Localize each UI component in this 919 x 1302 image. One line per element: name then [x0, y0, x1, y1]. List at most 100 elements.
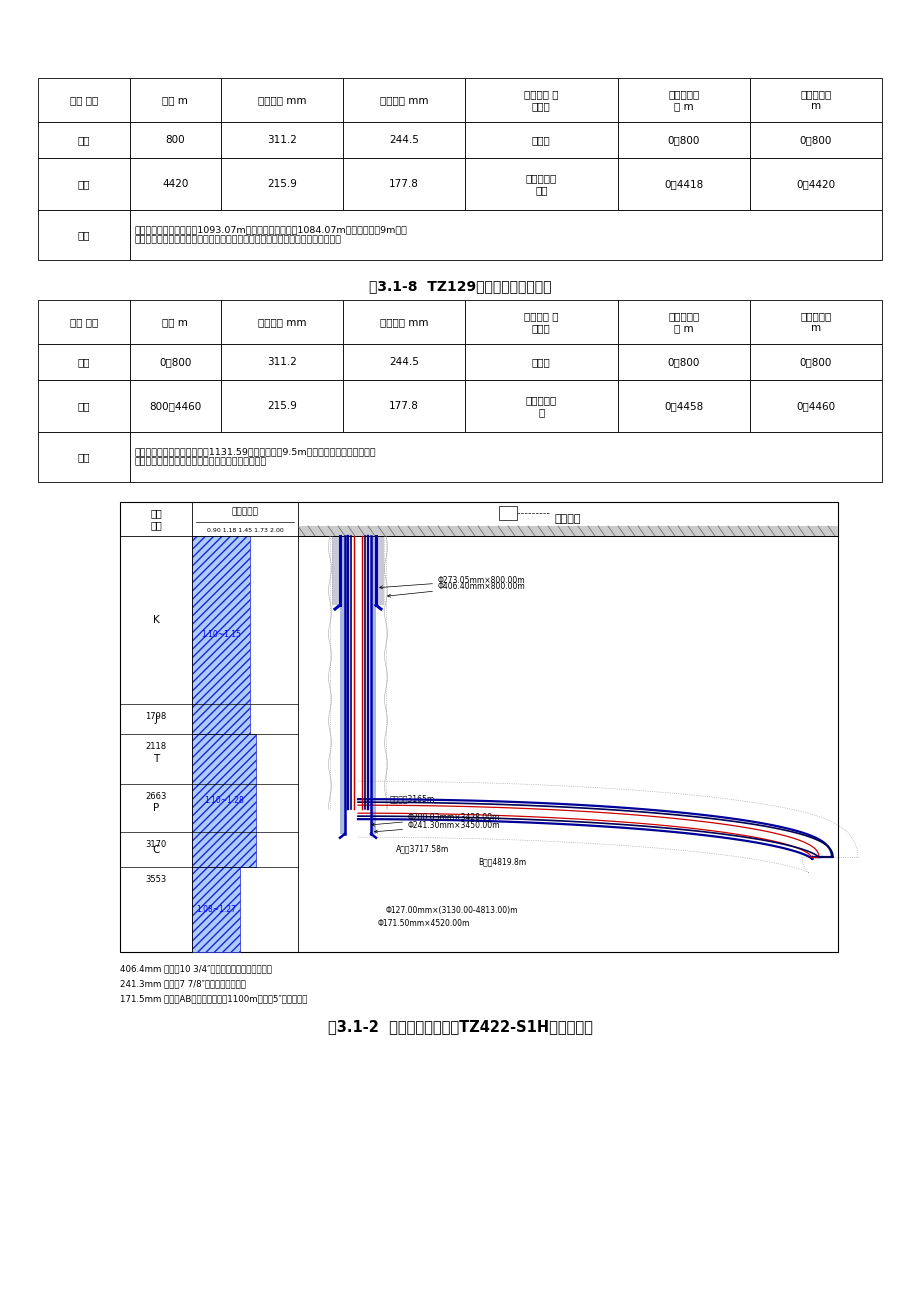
Text: 二开: 二开	[77, 401, 90, 411]
Bar	[192, 536, 250, 733]
Bar	[617, 299, 749, 344]
Bar	[221, 122, 343, 158]
Bar	[376, 536, 383, 605]
Text: 第三系: 第三系	[531, 135, 550, 145]
Bar	[130, 158, 221, 210]
Text: 177.8: 177.8	[389, 401, 418, 411]
Bar	[749, 122, 881, 158]
Text: 套管下入 地
层层位: 套管下入 地 层层位	[524, 311, 558, 333]
Text: 0～4420: 0～4420	[796, 178, 834, 189]
Text: 备注: 备注	[77, 452, 90, 462]
Text: 0～4458: 0～4458	[664, 401, 702, 411]
Bar	[465, 78, 617, 122]
Bar	[130, 380, 221, 432]
Bar	[192, 733, 255, 867]
Text: 一开: 一开	[77, 135, 90, 145]
Text: A点：3717.58m: A点：3717.58m	[395, 845, 448, 853]
Text: 4420: 4420	[162, 178, 188, 189]
Bar	[340, 536, 345, 833]
Text: 垂深: 垂深	[150, 519, 162, 530]
Text: 备注: 备注	[77, 230, 90, 240]
Text: 井段 m: 井段 m	[162, 95, 188, 105]
Text: Φ171.50mm×4520.00m: Φ171.50mm×4520.00m	[378, 918, 470, 927]
Text: 406.4mm 井眼：10 3/4″套管封固表层易垮塌地层。: 406.4mm 井眼：10 3/4″套管封固表层易垮塌地层。	[119, 965, 272, 974]
Text: J: J	[154, 713, 157, 724]
Text: 311.2: 311.2	[267, 357, 297, 367]
Text: 177.8: 177.8	[389, 178, 418, 189]
Bar	[465, 344, 617, 380]
Bar	[38, 299, 130, 344]
Text: 2663: 2663	[145, 793, 166, 802]
Bar	[617, 344, 749, 380]
Text: 开钻 次序: 开钻 次序	[70, 316, 97, 327]
Text: 244.5: 244.5	[389, 357, 418, 367]
Bar	[617, 158, 749, 210]
Bar	[38, 344, 130, 380]
Bar	[465, 158, 617, 210]
Bar	[221, 344, 343, 380]
Text: 215.9: 215.9	[267, 178, 297, 189]
Bar	[298, 526, 837, 536]
Bar	[343, 380, 465, 432]
Text: 古近系: 古近系	[531, 357, 550, 367]
Text: 井身结构: 井身结构	[554, 514, 581, 523]
Bar	[130, 299, 221, 344]
Bar	[749, 158, 881, 210]
Bar	[221, 380, 343, 432]
Bar	[38, 432, 130, 482]
Bar	[749, 78, 881, 122]
Text: 800～4460: 800～4460	[149, 401, 201, 411]
Bar	[617, 122, 749, 158]
Text: 0～800: 0～800	[667, 135, 699, 145]
Text: 2118: 2118	[145, 742, 166, 750]
Text: Φ200.03mm×3428.00m: Φ200.03mm×3428.00m	[371, 812, 500, 825]
Text: 1.08~1.27: 1.08~1.27	[196, 905, 235, 914]
Text: 水泥封固段
m: 水泥封固段 m	[800, 311, 831, 333]
Bar	[38, 158, 130, 210]
Text: 0～800: 0～800	[667, 357, 699, 367]
Bar	[221, 158, 343, 210]
Bar	[749, 380, 881, 432]
Text: 0～4460: 0～4460	[796, 401, 834, 411]
Text: 井段 m: 井段 m	[162, 316, 188, 327]
Bar	[749, 299, 881, 344]
Text: K: K	[153, 615, 159, 625]
Text: Φ241.30mm×3450.00m: Φ241.30mm×3450.00m	[374, 820, 500, 833]
Bar	[38, 122, 130, 158]
Text: Φ273.05mm×800.00m: Φ273.05mm×800.00m	[380, 575, 525, 589]
Bar	[617, 78, 749, 122]
Text: 800: 800	[165, 135, 185, 145]
Text: 造斜点：3165m: 造斜点：3165m	[390, 794, 435, 803]
Bar	[749, 344, 881, 380]
Text: C: C	[153, 845, 160, 854]
Text: 0.90 1.18 1.45 1.73 2.00: 0.90 1.18 1.45 1.73 2.00	[207, 527, 283, 533]
Text: 0～800: 0～800	[799, 135, 831, 145]
Bar	[465, 380, 617, 432]
Text: 244.5: 244.5	[389, 135, 418, 145]
Text: Φ406.40mm×800.00m: Φ406.40mm×800.00m	[387, 582, 525, 598]
Text: 241.3mm 井眼：7 7/8″套管下至生灰顶。: 241.3mm 井眼：7 7/8″套管下至生灰顶。	[119, 979, 245, 988]
Text: 套管下入 地
层层位: 套管下入 地 层层位	[524, 90, 558, 111]
Bar	[343, 299, 465, 344]
Bar	[221, 299, 343, 344]
Text: 二开: 二开	[77, 178, 90, 189]
Bar	[130, 78, 221, 122]
Bar	[343, 344, 465, 380]
Bar	[465, 299, 617, 344]
Text: 表3.1-8  TZ129井身结构设计数据表: 表3.1-8 TZ129井身结构设计数据表	[369, 279, 550, 293]
Bar	[38, 210, 130, 260]
Bar	[130, 122, 221, 158]
Bar	[192, 867, 240, 952]
Text: 3170: 3170	[145, 840, 166, 849]
Text: 层位: 层位	[150, 508, 162, 518]
Text: B点：4819.8m: B点：4819.8m	[478, 858, 526, 867]
Text: 215.9: 215.9	[267, 401, 297, 411]
Text: Φ127.00mm×(3130.00-4813.00)m: Φ127.00mm×(3130.00-4813.00)m	[386, 906, 518, 914]
Text: 0～800: 0～800	[799, 357, 831, 367]
Text: 套管尺寸 mm: 套管尺寸 mm	[380, 95, 428, 105]
Text: 套管下入井
段 m: 套管下入井 段 m	[667, 311, 698, 333]
Text: 1.10~1.28: 1.10~1.28	[204, 796, 244, 805]
Text: 1798: 1798	[145, 712, 166, 721]
Bar	[130, 432, 881, 482]
Bar	[130, 210, 881, 260]
